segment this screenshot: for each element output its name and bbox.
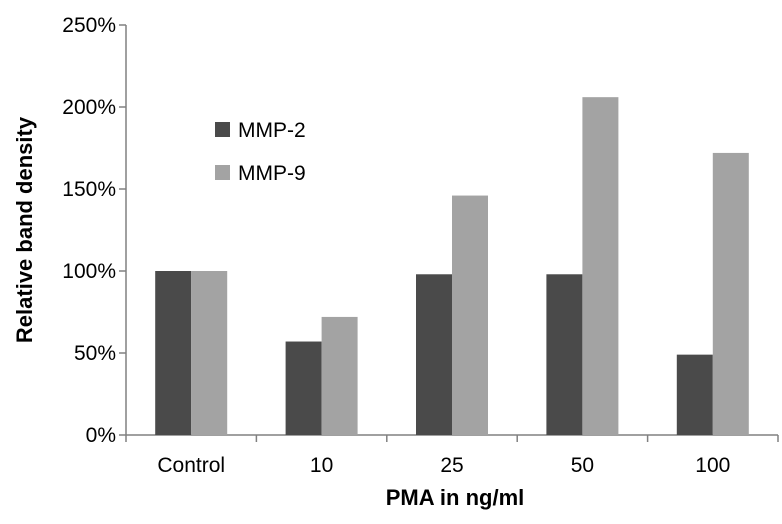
legend-label-mmp-9: MMP-9 <box>238 162 306 185</box>
y-tick-label: 0% <box>86 424 116 447</box>
bar-mmp-2-25 <box>416 274 452 435</box>
bar-mmp-9-50 <box>582 97 619 435</box>
bar-mmp-2-100 <box>676 354 713 435</box>
y-tick-label: 150% <box>62 178 116 201</box>
y-axis-title: Relative band density <box>12 116 37 343</box>
bar-mmp-2-control <box>155 271 192 435</box>
x-tick-label: 25 <box>440 454 463 477</box>
legend-swatch-mmp-2 <box>215 122 230 137</box>
x-tick-label: 100 <box>695 454 730 477</box>
legend-label-mmp-2: MMP-2 <box>238 119 306 142</box>
x-tick-label: 50 <box>571 454 594 477</box>
bar-mmp-9-control <box>191 271 228 435</box>
x-tick-label: Control <box>157 454 225 477</box>
y-tick-label: 100% <box>62 260 116 283</box>
axes <box>119 24 779 442</box>
bar-mmp-9-25 <box>452 195 488 435</box>
bar-mmp-9-10 <box>321 316 358 435</box>
legend: MMP-2 MMP-9 <box>215 119 306 185</box>
bars <box>155 97 749 436</box>
bar-mmp-2-50 <box>546 274 583 435</box>
bar-mmp-2-10 <box>285 341 322 435</box>
y-tick-label: 250% <box>62 14 116 37</box>
legend-swatch-mmp-9 <box>215 165 230 180</box>
bar-mmp-9-100 <box>712 152 749 436</box>
x-tick-label: 10 <box>310 454 333 477</box>
tick-labels: 0% 50% 100% 150% 200% 250% Control 10 25 50 100 <box>62 14 730 477</box>
y-tick-label: 50% <box>74 342 116 365</box>
x-axis-title: PMA in ng/ml <box>386 485 525 510</box>
y-tick-label: 200% <box>62 96 116 119</box>
